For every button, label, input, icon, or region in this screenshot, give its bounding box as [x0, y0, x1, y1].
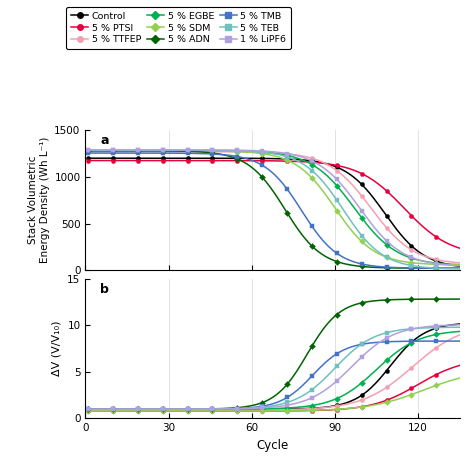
Y-axis label: ΔV (V/V₁₀): ΔV (V/V₁₀) — [52, 321, 62, 376]
Text: b: b — [100, 283, 109, 296]
X-axis label: Cycle: Cycle — [256, 439, 289, 452]
Text: a: a — [100, 134, 109, 147]
Y-axis label: Stack Volumetric
Energy Density (Wh L⁻¹): Stack Volumetric Energy Density (Wh L⁻¹) — [28, 137, 50, 263]
Legend: Control, 5 % PTSI, 5 % TTFEP, 5 % EGBE, 5 % SDM, 5 % ADN, 5 % TMB, 5 % TEB, 1 % : Control, 5 % PTSI, 5 % TTFEP, 5 % EGBE, … — [66, 7, 291, 49]
